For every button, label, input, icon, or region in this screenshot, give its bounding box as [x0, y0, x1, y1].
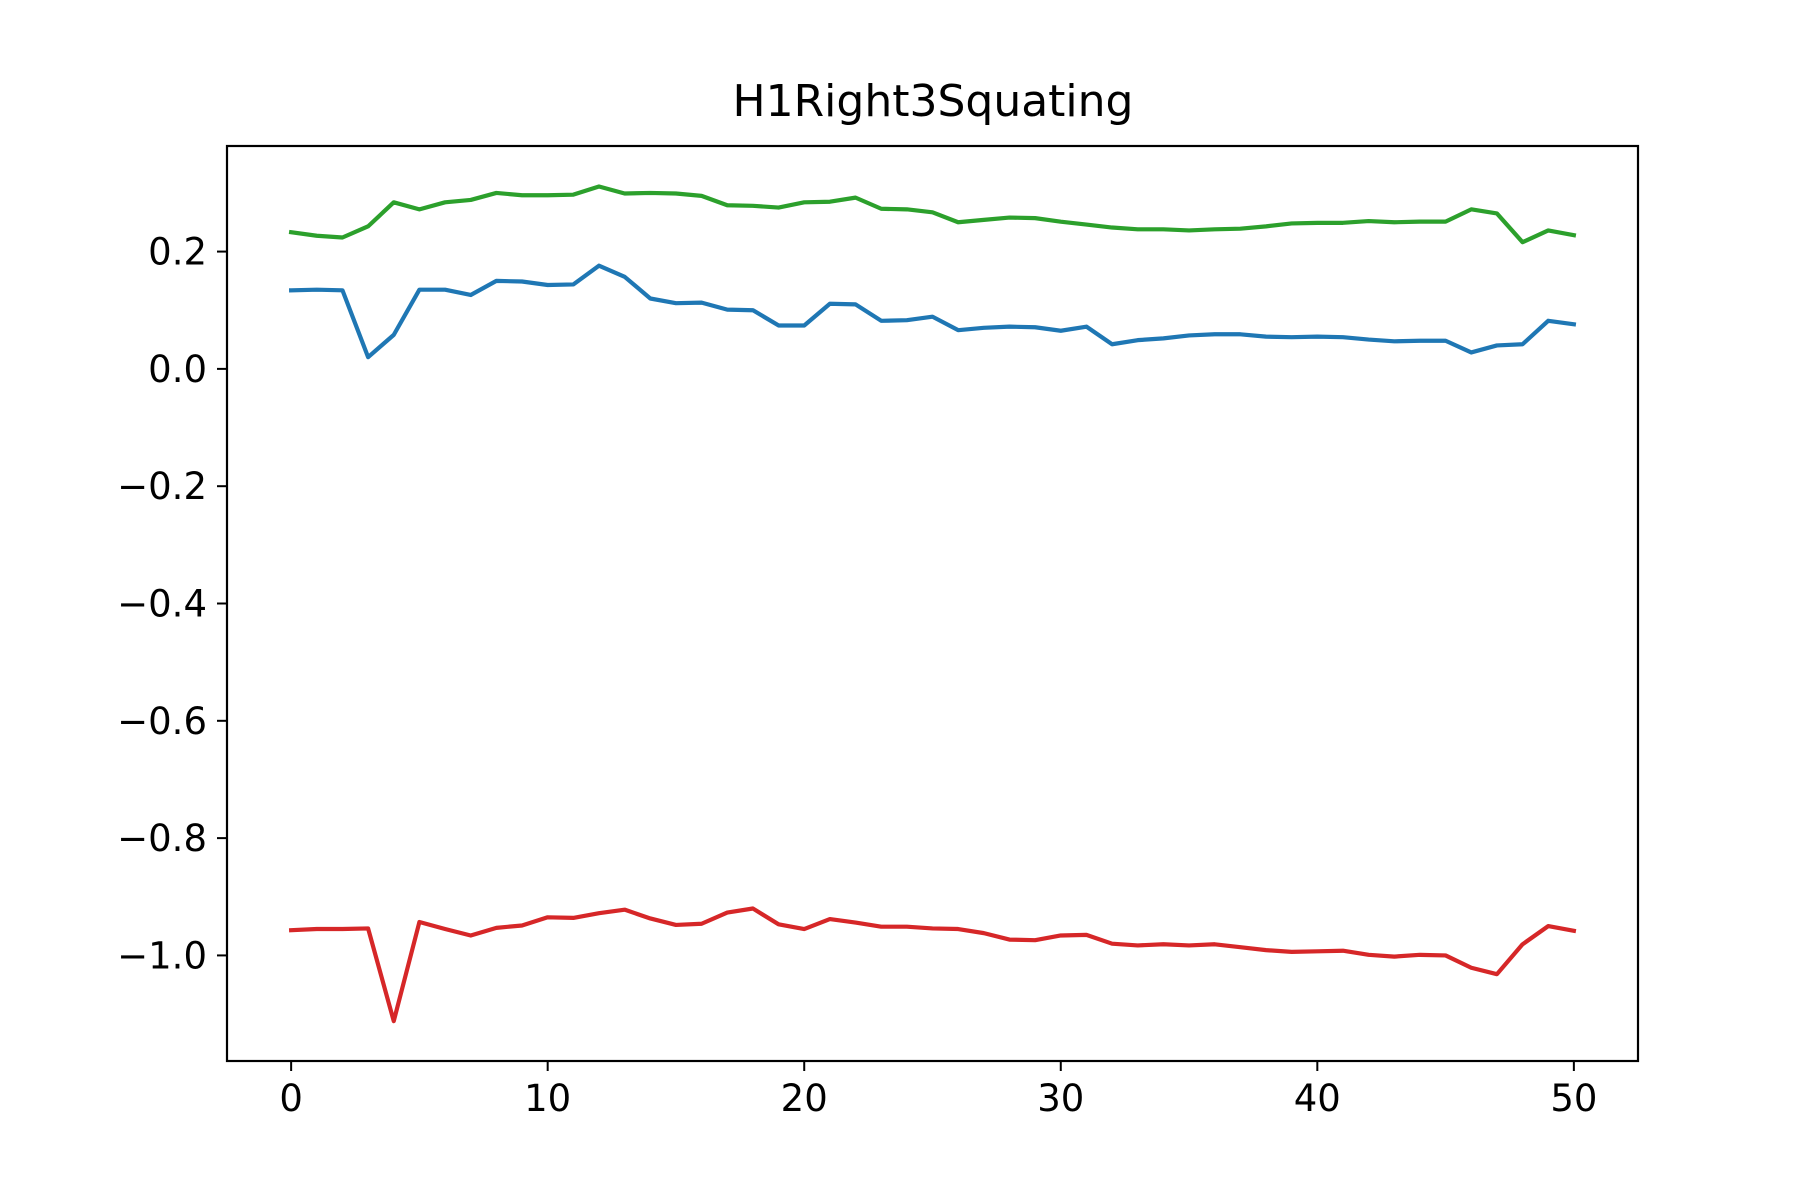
y-tick-label: −0.8	[117, 817, 207, 860]
y-tick-label: −0.2	[117, 465, 207, 508]
axes: 0 10 20 30 40 50 0.2 0.0 −0.2 −0.4 −0.6 −0.8 −1.0	[117, 144, 1640, 1120]
plot-area	[288, 184, 1577, 1024]
y-tick-label: −0.4	[117, 583, 207, 626]
y-tick-label: −1.0	[117, 934, 207, 977]
x-tick-label: 10	[524, 1077, 571, 1120]
x-tick-label: 30	[1037, 1077, 1084, 1120]
y-tick-label: −0.6	[117, 700, 207, 743]
x-tick-label: 50	[1550, 1077, 1597, 1120]
y-tick-label: 0.0	[148, 348, 207, 391]
chart-title: H1Right3Squating	[733, 76, 1134, 127]
x-tick-label: 20	[781, 1077, 828, 1120]
series-line-3	[288, 906, 1577, 1024]
y-tick-label: 0.2	[148, 231, 207, 274]
x-tick-label: 0	[279, 1077, 303, 1120]
series-line-2	[288, 184, 1577, 245]
x-tick-label: 40	[1294, 1077, 1341, 1120]
series-line-1	[288, 263, 1577, 360]
